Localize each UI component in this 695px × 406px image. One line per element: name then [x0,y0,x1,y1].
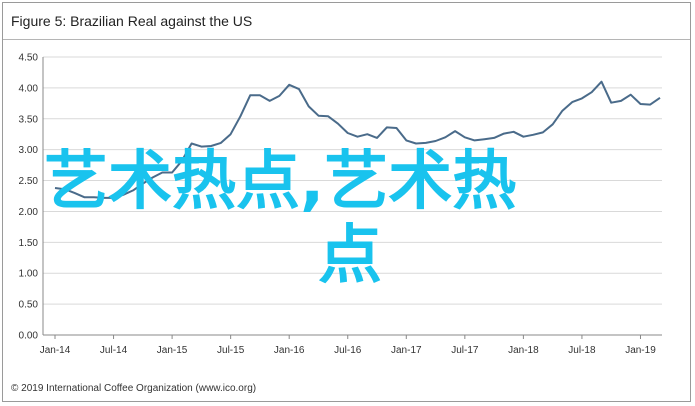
x-tick-label: Jul-15 [217,345,245,356]
x-tick-label: Jan-17 [391,345,422,356]
y-tick-label: 3.00 [19,145,39,156]
y-tick-label: 2.00 [19,207,39,218]
y-tick-label: 3.50 [19,114,39,125]
x-tick-label: Jan-18 [508,345,539,356]
x-tick-label: Jul-18 [568,345,596,356]
x-tick-label: Jan-14 [40,345,71,356]
y-tick-label: 0.50 [19,300,39,311]
x-tick-label: Jul-17 [451,345,479,356]
y-tick-label: 2.50 [19,176,39,187]
x-tick-label: Jan-15 [157,345,188,356]
y-tick-label: 1.50 [19,238,39,249]
y-tick-label: 4.00 [19,83,39,94]
y-tick-label: 0.00 [19,331,39,342]
title-divider [3,39,690,40]
series-line [54,80,661,199]
y-tick-label: 4.50 [19,53,39,64]
copyright-footer: © 2019 International Coffee Organization… [11,383,257,394]
y-tick-label: 1.00 [19,269,39,280]
chart-title: Figure 5: Brazilian Real against the US [11,13,253,29]
x-tick-label: Jan-19 [625,345,656,356]
x-tick-label: Jul-14 [100,345,128,356]
x-tick-label: Jul-16 [334,345,362,356]
x-tick-label: Jan-16 [274,345,305,356]
